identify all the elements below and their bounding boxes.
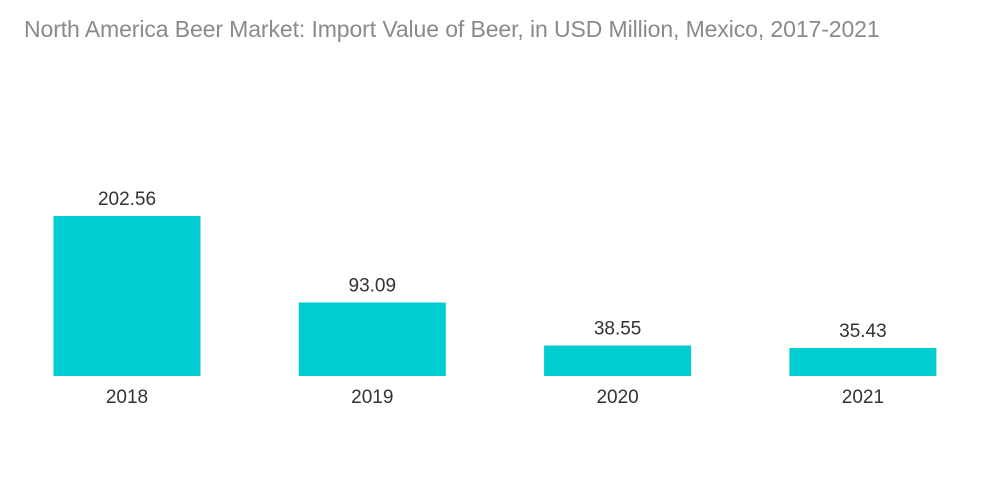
- bar-value-label-2018: 202.56: [98, 189, 156, 210]
- bar-2018: [53, 216, 201, 376]
- x-tick-label-2020: 2020: [596, 387, 638, 408]
- x-tick-label-2018: 2018: [106, 387, 148, 408]
- bar-value-label-2021: 35.43: [839, 321, 887, 342]
- x-tick-label-2021: 2021: [842, 387, 884, 408]
- bar-value-label-2020: 38.55: [594, 319, 642, 340]
- x-tick-label-2019: 2019: [351, 387, 393, 408]
- bar-2019: [298, 302, 446, 376]
- bars-group: [53, 216, 937, 376]
- value-labels-group: 202.56 93.09 38.55 35.43: [98, 189, 887, 342]
- x-tick-labels-group: 2018 2019 2020 2021: [106, 387, 884, 408]
- bar-2021: [789, 348, 937, 376]
- bar-2020: [544, 345, 692, 376]
- chart-title: North America Beer Market: Import Value …: [24, 16, 880, 42]
- bar-value-label-2019: 93.09: [349, 276, 397, 297]
